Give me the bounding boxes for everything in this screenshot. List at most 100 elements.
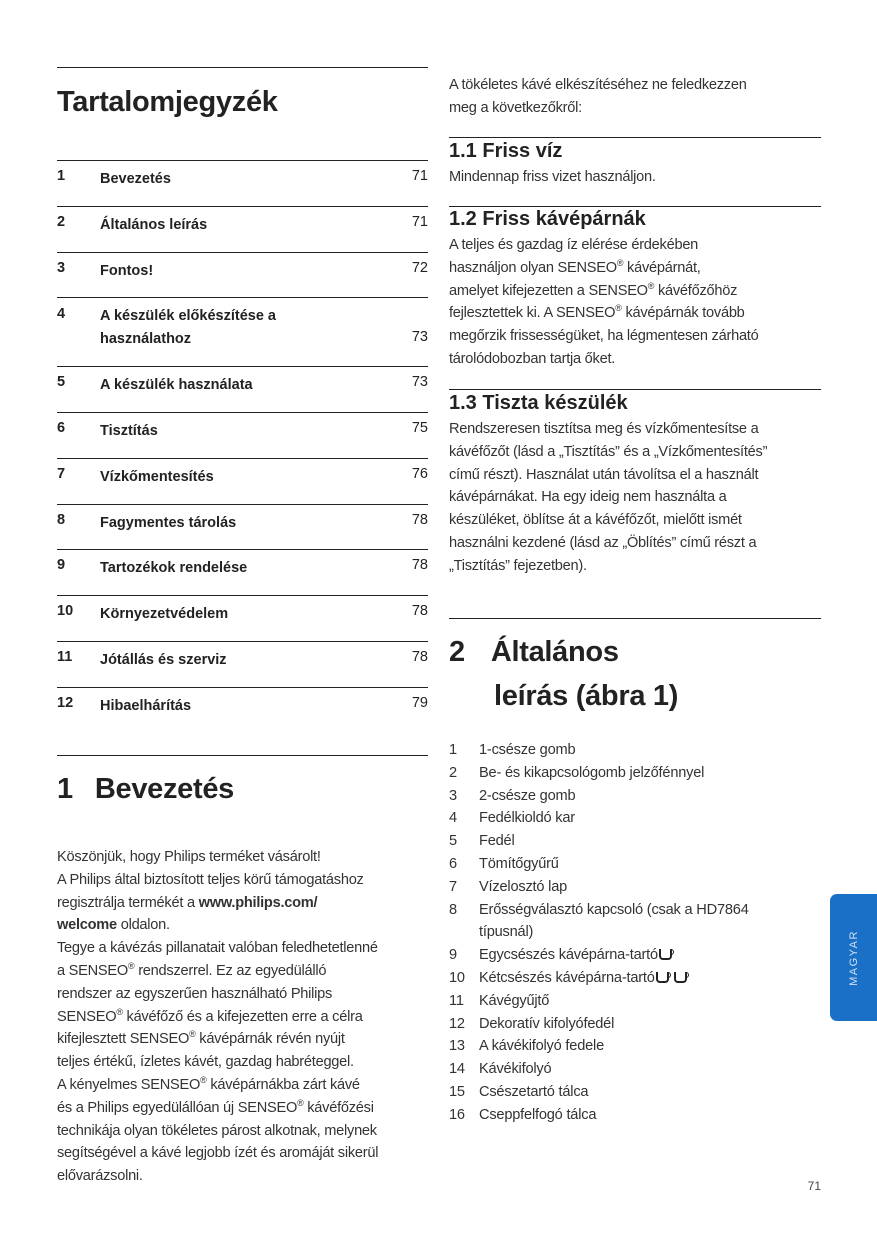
text-run: Mindennap friss vizet használjon. [449, 169, 656, 185]
text-run: „Tisztítás” fejezetben). [449, 557, 587, 574]
text-run: kávépárnák tovább [621, 305, 745, 322]
part-label: Kétcsészés kávépárna-tartó [479, 969, 655, 986]
divider [449, 389, 821, 391]
text-line: kávépárnákat. Ha egy ideig nem használta… [449, 486, 767, 509]
text-run: használjon olyan SENSEO [449, 259, 617, 276]
part-number: 6 [449, 855, 457, 872]
section-1-3-heading: 1.3 Tiszta készülék [449, 392, 628, 414]
part-label-cont: típusnál) [479, 924, 534, 941]
divider [449, 618, 821, 620]
text-line: kifejlesztett SENSEO® kávépárnák révén n… [57, 1028, 378, 1051]
section-2-heading: 2 Általános [449, 636, 619, 669]
part-item: 16 Cseppfelfogó tálca [449, 1104, 749, 1127]
text-run: készüléket, öblítse át a kávéfőzőt, miel… [449, 512, 742, 529]
text-line: segítségével a kávé legjobb ízét és arom… [57, 1142, 378, 1165]
text-line: meg a következőkről: [449, 97, 747, 120]
toc-page: 78 [411, 557, 428, 573]
divider [57, 412, 428, 413]
registered-mark: ® [189, 1029, 196, 1040]
toc-number: 9 [57, 557, 66, 573]
text-line: fejlesztettek ki. A SENSEO® kávépárnák t… [449, 302, 758, 325]
text-run: A kényelmes SENSEO [57, 1076, 201, 1093]
text-line: Rendszeresen tisztítsa meg és vízkőmente… [449, 418, 767, 441]
part-label: A kávékifolyó fedele [479, 1038, 604, 1055]
toc-number: 1 [57, 168, 66, 184]
part-number: 5 [449, 833, 457, 850]
text-run: elővarázsolni. [57, 1168, 143, 1185]
divider [57, 297, 428, 298]
toc-title: Tartalomjegyzék [57, 86, 278, 118]
text-run: kávéfőzőt (lásd a „Tisztítás” és a „Vízk… [449, 443, 768, 460]
part-number: 4 [449, 810, 457, 827]
text-run: Köszönjük, hogy Philips terméket vásárol… [57, 849, 321, 865]
text-line: „Tisztítás” fejezetben). [449, 555, 767, 578]
divider [57, 160, 428, 161]
section-number: 2 [449, 636, 465, 668]
section-1-heading: 1 Bevezetés [57, 773, 234, 806]
toc-page: 75 [411, 420, 428, 436]
divider [57, 755, 428, 757]
text-run: kávépárnákba zárt kávé [206, 1076, 360, 1093]
text-run: tárolódobozban tartja őket. [449, 350, 616, 367]
section-title: Bevezetés [94, 773, 235, 805]
text-line: welcome oldalon. [57, 914, 378, 937]
registered-mark: ® [200, 1075, 207, 1086]
divider [57, 595, 428, 596]
text-run: A Philips által biztosított teljes körű … [57, 871, 364, 888]
part-item: 4 Fedélkioldó kar [449, 807, 749, 830]
part-number: 7 [449, 878, 457, 895]
text-run: A tökéletes kávé elkészítéséhez ne feled… [449, 77, 747, 93]
toc-page: 73 [411, 329, 428, 345]
part-item: 2 Be- és kikapcsológomb jelzőfénnyel [449, 762, 749, 785]
text-line: A kényelmes SENSEO® kávépárnákba zárt ká… [57, 1074, 378, 1097]
part-label: Erősségválasztó kapcsoló (csak a HD7864 [479, 901, 749, 918]
text-line: és a Philips egyedülállóan új SENSEO® ká… [57, 1097, 378, 1120]
part-number: 11 [449, 992, 464, 1009]
part-number: 3 [449, 787, 457, 804]
part-number: 16 [449, 1106, 465, 1123]
part-label: Fedél [479, 833, 515, 850]
toc-number: 10 [57, 603, 74, 619]
part-item: 6 Tömítőgyűrű [449, 853, 749, 876]
toc-number: 11 [57, 649, 73, 665]
text-line: rendszer az egyszerűen használható Phili… [57, 983, 378, 1006]
part-item: 1 1-csésze gomb [449, 739, 749, 762]
text-run: kávépárnát, [623, 259, 701, 276]
text-line: elővarázsolni. [57, 1165, 378, 1188]
part-item: 9 Egycsészés kávépárna-tartó [449, 944, 749, 967]
part-label: 2-csésze gomb [479, 787, 576, 804]
text-line: használjon olyan SENSEO® kávépárnát, [449, 257, 758, 280]
part-number: 14 [449, 1061, 465, 1078]
text-run: és a Philips egyedülállóan új SENSEO [57, 1099, 298, 1116]
toc-page: 78 [411, 512, 428, 528]
text-line: Mindennap friss vizet használjon. [449, 166, 656, 189]
text-line: technikája olyan tökéletes párost alkotn… [57, 1120, 378, 1143]
text-run: SENSEO [57, 1008, 117, 1025]
registered-mark: ® [616, 257, 624, 268]
part-label: Kávégyűjtő [479, 992, 550, 1009]
part-number: 1 [449, 742, 457, 758]
text-line: A Philips által biztosított teljes körű … [57, 869, 378, 892]
part-item: 7 Vízelosztó lap [449, 876, 749, 899]
toc-label: A készülék használata [100, 377, 253, 393]
toc-label: Vízkőmentesítés [100, 469, 214, 485]
text-run: rendszer az egyszerűen használható Phili… [57, 985, 333, 1002]
registered-mark: ® [615, 303, 622, 314]
part-label: Kávékifolyó [479, 1061, 552, 1078]
text-run: technikája olyan tökéletes párost alkotn… [57, 1122, 377, 1139]
divider [57, 687, 428, 688]
section-number: 1 [57, 773, 73, 805]
cup-icon [655, 971, 671, 983]
section-2-heading-line2: leírás (ábra 1) [494, 680, 679, 712]
text-run: Rendszeresen tisztítsa meg és vízkőmente… [449, 421, 759, 437]
text-run: című részt). Használat után távolítsa el… [449, 466, 759, 483]
text-line: kávéfőzőt (lásd a „Tisztítás” és a „Vízk… [449, 441, 767, 464]
divider [57, 549, 428, 550]
part-item: 10 Kétcsészés kávépárna-tartó [449, 967, 749, 990]
text-line: a SENSEO® rendszerrel. Ez az egyedülálló [57, 960, 378, 983]
divider [57, 206, 428, 207]
registered-mark: ® [116, 1006, 123, 1017]
divider [57, 252, 428, 253]
part-label: Be- és kikapcsológomb jelzőfénnyel [479, 764, 705, 781]
text-run: rendszerrel. Ez az egyedülálló [134, 962, 327, 979]
